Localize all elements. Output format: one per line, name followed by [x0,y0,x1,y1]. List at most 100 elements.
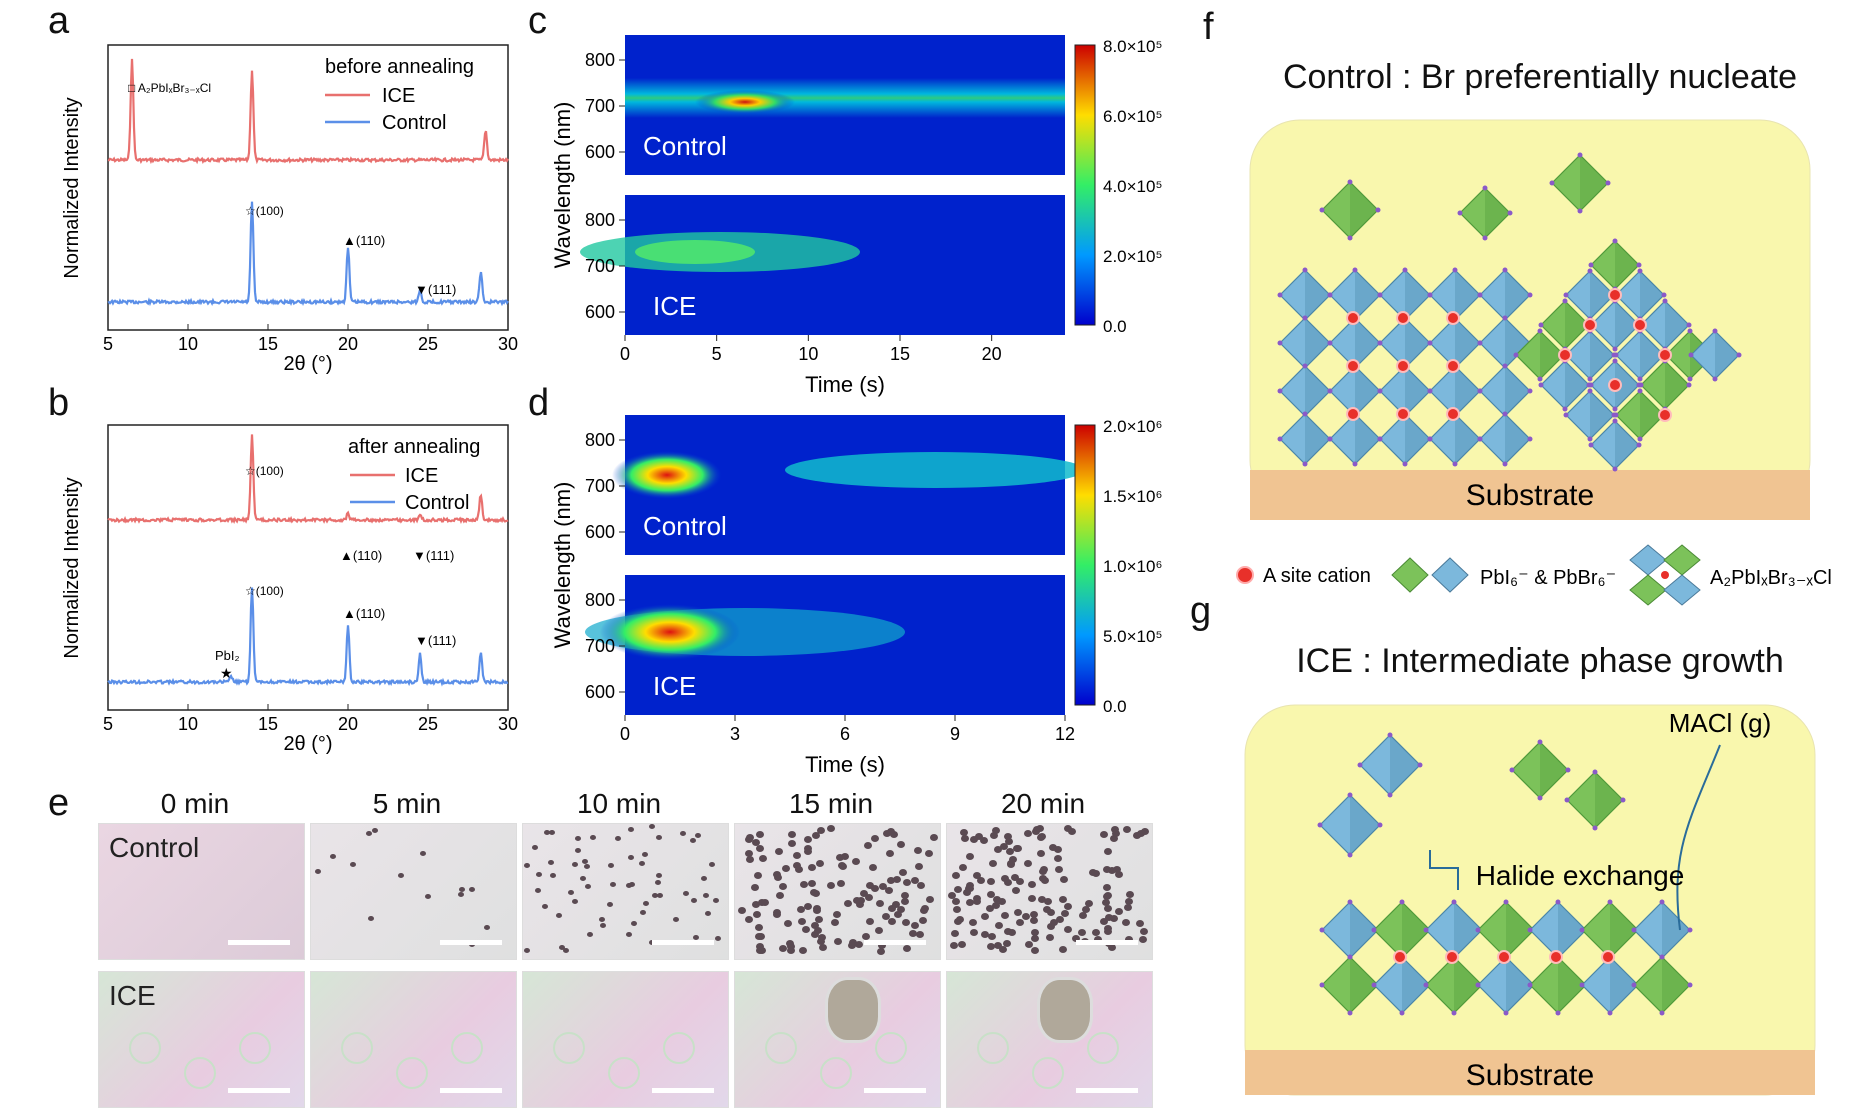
x-tick-label: 5 [712,344,722,364]
x-tick-label: 25 [418,714,438,734]
maci-label: MACl (g) [1669,708,1772,738]
legend-intermediate: A₂PbIₓBr₃₋ₓCl [1710,567,1832,589]
peak-111-ctrl-label: ▼(111) [415,633,456,648]
x-tick-label: 30 [498,714,518,734]
x-tick-label: 30 [498,334,518,354]
colorbar-tick-label: 1.0×10⁶ [1103,557,1162,576]
legend-ice-label: ICE [382,85,415,107]
peak-100-ice-label: ☆(100) [245,464,284,478]
colorbar-tick-label: 2.0×10⁵ [1103,247,1163,266]
panel-letter-e: e [48,782,70,824]
x-tick-label: 20 [338,714,358,734]
y-axis-label: Normalized Intensity [61,97,83,278]
pbi2-star-icon: ★ [220,665,233,681]
series-ice-line [107,434,509,524]
panel-letter-f: f [1203,6,1214,48]
a-site-cation [1601,950,1615,964]
octahedron-blue-icon [1431,557,1469,593]
x-tick-label: 0 [620,724,630,744]
a-site-cation [1396,407,1410,421]
y-tick-label: 600 [585,302,615,322]
time-label: 20 min [1000,788,1086,819]
colorbar-tick-label: 0.0 [1103,697,1127,716]
substrate-label: Substrate [1466,1059,1594,1092]
x-tick-label: 20 [338,334,358,354]
scale-bar [1076,940,1138,945]
x-axis-label: 2θ (°) [283,733,332,755]
a-site-cation [1633,318,1647,332]
colorbar-tick-label: 6.0×10⁵ [1103,107,1163,126]
x-tick-label: 15 [258,334,278,354]
colorbar-tick-label: 4.0×10⁵ [1103,177,1163,196]
micrograph-ice [734,971,941,1108]
x-axis-label: 2θ (°) [283,353,332,375]
scale-bar [440,940,502,945]
a-site-cation [1658,408,1672,422]
micrograph-ice: ICE [98,971,305,1108]
legend-control-label: Control [405,492,469,514]
legend-ice-label: ICE [405,465,438,487]
schematic-legend: A site cation PbI₆⁻ & PbBr₆⁻ A₂PbIₓBr₃₋ₓ… [1236,544,1832,606]
micrograph-control [946,823,1153,960]
peak-100-ctrl-label: ☆(100) [245,584,284,598]
a-site-cation [1658,348,1672,362]
a-site-cation [1446,359,1460,373]
scale-bar [864,940,926,945]
y-tick-label: 800 [585,430,615,450]
x-tick-label: 15 [258,714,278,734]
time-label: 5 min [372,788,442,819]
a-site-cation [1583,318,1597,332]
substrate-layer [1245,1050,1815,1095]
micrograph-ice [310,971,517,1108]
x-tick-label: 15 [890,344,910,364]
y-tick-label: 600 [585,682,615,702]
panel-letter-c: c [528,0,547,42]
a-site-cation [1446,311,1460,325]
xrd-after-chart: 5 10 15 20 25 30 after annealing ICE Control … [61,424,518,755]
micrograph-control [734,823,941,960]
time-label: 10 min [576,788,662,819]
y-tick-label: 700 [585,476,615,496]
x-tick-label: 6 [840,724,850,744]
a-site-cation [1558,348,1572,362]
impurity-label: □ A₂PbIₓBr₃₋ₓCl [128,81,211,95]
y-axis-label: Normalized Intensity [61,477,83,658]
halide-exchange-arrow-icon [1429,850,1459,890]
heatmap-control-label: Control [643,131,727,161]
substrate-layer [1250,470,1810,520]
panel-letter-g: g [1190,590,1212,632]
peak-111-label: ▼(111) [415,282,456,297]
a-site-cation [1445,950,1459,964]
a-site-cation-icon [1236,566,1254,584]
y-tick-label: 800 [585,210,615,230]
a-site-cation [1608,288,1622,302]
series-control-line [107,201,509,307]
scale-bar [864,1088,926,1093]
a-site-cation [1346,311,1360,325]
a-site-cation [1446,407,1460,421]
a-site-cation [1346,407,1360,421]
x-tick-label: 5 [103,714,113,734]
y-axis-label: Wavelength (nm) [550,482,575,649]
x-tick-label: 10 [178,714,198,734]
intermediate-phase-icon [1629,544,1701,606]
x-axis-label: Time (s) [805,752,885,777]
peak-111-ice-label: ▼(111) [413,548,454,563]
octahedron-green-icon [1391,557,1429,593]
y-tick-label: 800 [585,590,615,610]
scale-bar [1076,1088,1138,1093]
micrograph-ice [946,971,1153,1108]
a-site-cation [1608,378,1622,392]
x-tick-label: 20 [982,344,1002,364]
halide-exchange-label: Halide exchange [1476,860,1685,891]
micrograph-control [522,823,729,960]
panel-letter-b: b [48,382,70,424]
panel-letter-a: a [48,0,70,42]
colorbar-tick-label: 8.0×10⁵ [1103,37,1163,56]
y-tick-label: 600 [585,522,615,542]
a-site-cation [1346,359,1360,373]
scale-bar [652,1088,714,1093]
time-label: 15 min [788,788,874,819]
colorbar-tick-label: 2.0×10⁶ [1103,417,1162,436]
